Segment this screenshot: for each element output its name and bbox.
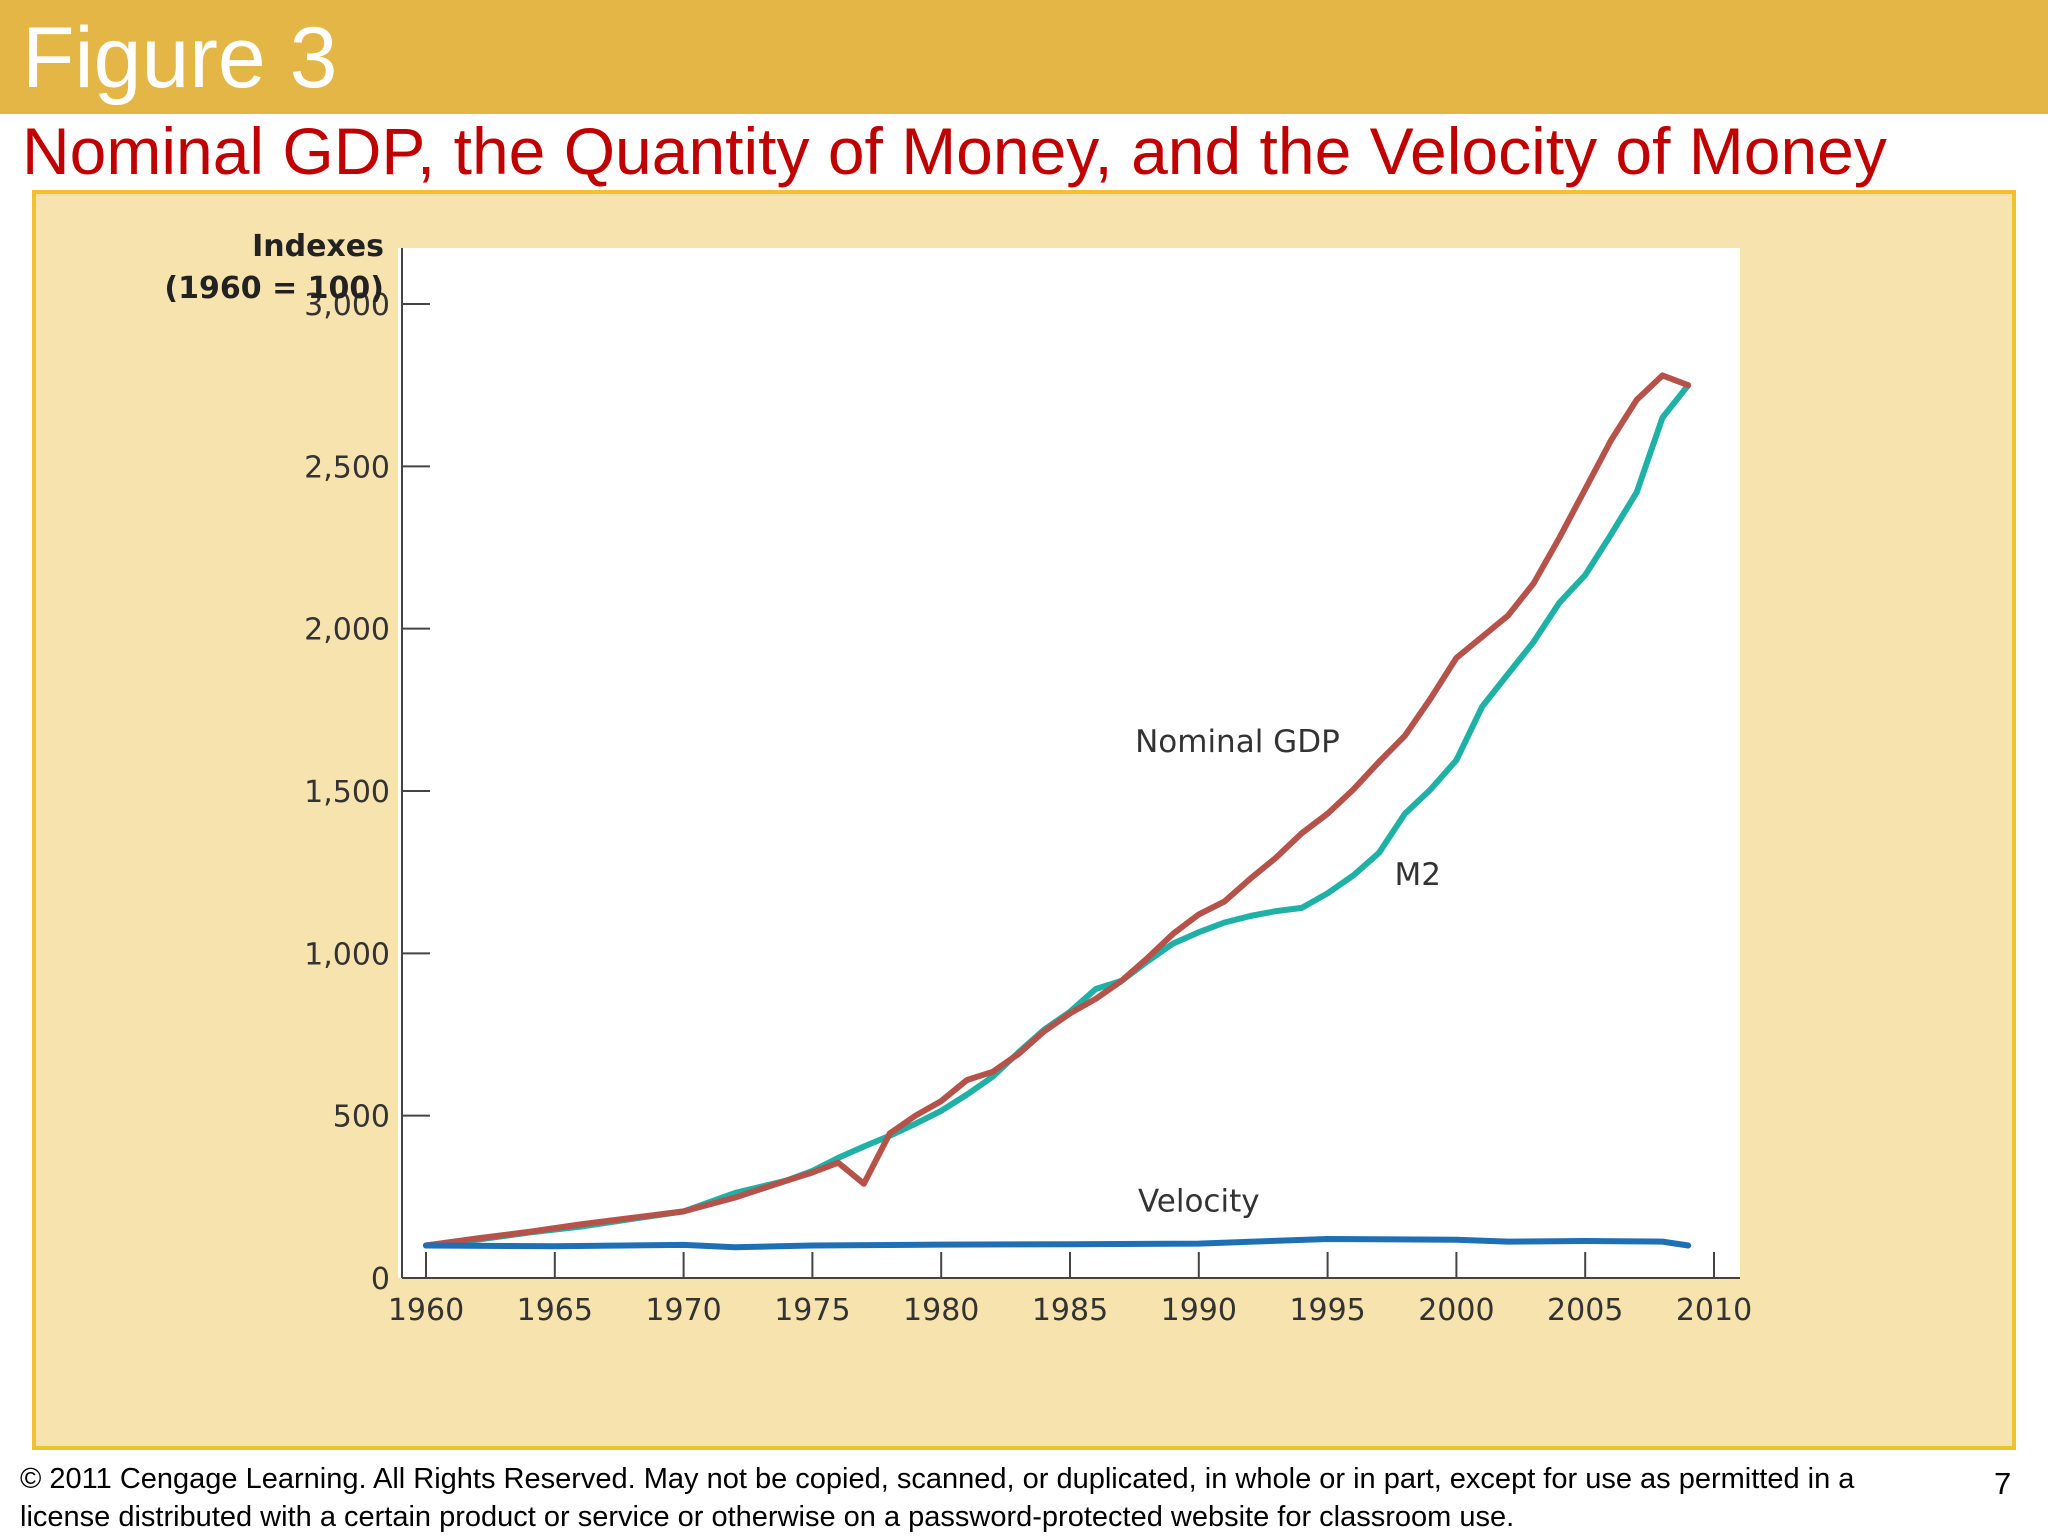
x-tick-label: 1980 <box>903 1293 979 1328</box>
x-tick-label: 2005 <box>1547 1293 1623 1328</box>
x-tick-label: 1965 <box>517 1293 593 1328</box>
y-tick-label: 1,500 <box>304 775 390 810</box>
y-tick-label: 500 <box>333 1100 390 1135</box>
axes: 0 500 1,000 1,500 2,000 2,500 3,000 1960 1965 197… <box>304 248 1752 1328</box>
x-tick-label: 1975 <box>774 1293 850 1328</box>
x-tick-label: 1970 <box>645 1293 721 1328</box>
chart-panel: 0 500 1,000 1,500 2,000 2,500 3,000 1960 1965 197… <box>32 190 2016 1450</box>
line-chart: 0 500 1,000 1,500 2,000 2,500 3,000 1960 1965 197… <box>164 229 1752 1328</box>
y-tick-label: 0 <box>371 1262 390 1297</box>
x-tick-label: 1960 <box>388 1293 464 1328</box>
series-line-velocity <box>423 1236 1692 1251</box>
series-labels: Nominal GDP M2 Velocity <box>1135 724 1441 1219</box>
page-number: 7 <box>1994 1466 2012 1501</box>
copyright-notice: © 2011 Cengage Learning. All Rights Rese… <box>20 1463 1855 1533</box>
x-tick-label: 2010 <box>1676 1293 1752 1328</box>
x-tick-label: 1985 <box>1032 1293 1108 1328</box>
series-lines <box>423 372 1692 1251</box>
y-tick-label: 1,000 <box>304 937 390 972</box>
x-tick-label: 1995 <box>1289 1293 1365 1328</box>
y-tick-label: 2,000 <box>304 613 390 648</box>
y-axis-title-line1: Indexes <box>252 229 384 264</box>
figure-label: Figure 3 <box>22 10 338 106</box>
y-axis-title-line2: (1960 = 100) <box>164 271 384 306</box>
series-label-nominal-gdp: Nominal GDP <box>1135 724 1340 760</box>
slide-title: Nominal GDP, the Quantity of Money, and … <box>22 114 1887 188</box>
series-label-m2: M2 <box>1395 857 1441 893</box>
y-tick-label: 3,000 <box>304 288 390 323</box>
series-label-velocity: Velocity <box>1138 1183 1260 1219</box>
x-tick-label: 1990 <box>1161 1293 1237 1328</box>
series-line-nominal-gdp <box>423 372 1692 1249</box>
header-band <box>0 0 2048 114</box>
x-tick-label: 2000 <box>1418 1293 1494 1328</box>
y-tick-label: 2,500 <box>304 450 390 485</box>
plot-area <box>398 248 1740 1278</box>
